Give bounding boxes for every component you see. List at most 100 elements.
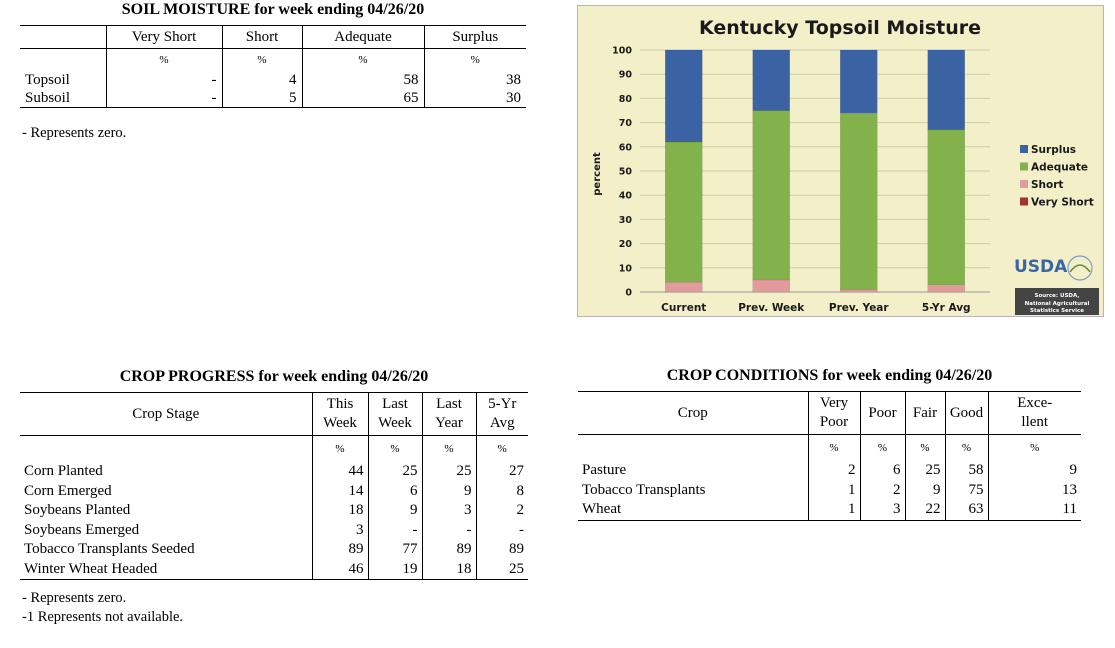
source-line: National Agricultural [1025, 301, 1090, 307]
table-row: Winter Wheat Headed 46 19 18 25 [20, 559, 528, 580]
cell: 6 [859, 461, 905, 481]
legend-label: Surplus [1031, 144, 1076, 156]
cell: 63 [944, 500, 988, 521]
x-category-label: Prev. Year [829, 302, 889, 314]
chart-svg: Kentucky Topsoil Moisture 0 10 20 30 40 50 60 7… [592, 17, 1099, 315]
cell: 38 [423, 71, 526, 89]
cell: - [421, 520, 476, 540]
table-row: Pasture 2 6 25 58 9 [578, 461, 1081, 481]
cell: 13 [987, 480, 1081, 500]
cell: 25 [421, 462, 476, 482]
y-tick-label: 0 [625, 288, 632, 299]
cell: 2 [859, 480, 905, 500]
usda-logo-text: USDA [1014, 257, 1068, 277]
cell: 27 [475, 462, 528, 482]
row-label: Tobacco Transplants [582, 481, 706, 498]
col-very-poor: Very Poor [807, 391, 860, 435]
cell: 18 [421, 559, 476, 580]
crop-conditions-table: Crop Very Poor Poor Fair Good Exce-llent … [578, 391, 1081, 521]
bar-segment-adequate [840, 112, 878, 290]
bar-segment-surplus [840, 49, 878, 114]
y-axis-label: percent [592, 152, 603, 196]
unit: % [987, 434, 1081, 461]
y-tick-label: 50 [619, 167, 633, 178]
col-last-year: Last Year [421, 392, 476, 436]
unit-blank [20, 436, 312, 463]
legend-swatch [1020, 145, 1028, 153]
cell: 1 [807, 480, 860, 500]
col-poor: Poor [859, 391, 905, 435]
unit: % [807, 434, 860, 461]
cell: 77 [367, 540, 422, 560]
cell: 44 [311, 462, 368, 482]
bar-segment-adequate [927, 129, 965, 285]
bar-segment-surplus [752, 49, 790, 111]
row-label: Winter Wheat Headed [20, 559, 312, 580]
soil-moisture-title: SOIL MOISTURE for week ending 04/26/20 [121, 1, 425, 18]
legend-swatch [1020, 180, 1028, 188]
table-row: Topsoil - 4 58 38 [20, 71, 526, 89]
cell: 75 [944, 480, 988, 500]
legend-swatch [1020, 197, 1028, 206]
crop-progress-table: Crop Stage This Week Last Week Last Year 5-… [20, 392, 528, 580]
x-category-label: Current [661, 302, 706, 314]
row-label: Soybeans Planted [24, 502, 131, 519]
cell: 9 [421, 481, 476, 501]
cell: - [367, 520, 422, 540]
table-row: Subsoil - 5 65 30 [20, 89, 526, 108]
table-row: Tobacco Transplants 1 2 9 75 13 [578, 480, 1081, 500]
cell: 2 [475, 501, 528, 521]
cell: 89 [421, 540, 476, 560]
cell: 89 [311, 540, 368, 560]
unit-blank [578, 435, 808, 462]
legend-label: Adequate [1031, 162, 1088, 174]
crop-header: Crop [578, 391, 808, 435]
legend-label: Short [1031, 179, 1063, 191]
soil-unit: % [301, 48, 424, 71]
cell: 22 [904, 500, 945, 521]
crop-progress-title: CROP PROGRESS for week ending 04/26/20 [119, 368, 429, 385]
soil-col-short: Short [221, 25, 302, 49]
y-tick-label: 90 [619, 70, 633, 81]
soil-unit: % [221, 48, 302, 71]
unit: % [944, 434, 988, 461]
usda-seal-icon [1067, 255, 1093, 281]
soil-col-adequate: Adequate [301, 25, 424, 49]
table-row: Corn Emerged 14 6 9 8 [20, 481, 528, 501]
bar-segment-short [927, 284, 965, 293]
bar-segment-short [665, 282, 703, 293]
table-row: Corn Planted 44 25 25 27 [20, 462, 528, 482]
cell: 3 [421, 501, 476, 521]
cell: 25 [475, 559, 528, 580]
table-row: Soybeans Emerged 3 - - - [20, 520, 528, 540]
cell: 25 [904, 461, 945, 481]
bar-segment-short [752, 279, 790, 293]
cell: 1 [807, 500, 860, 521]
row-label: Wheat [578, 500, 808, 521]
row-label: Corn Emerged [24, 482, 112, 499]
col-good: Good [944, 391, 988, 435]
col-excellent: Exce-llent [987, 391, 1081, 435]
row-label: Pasture [582, 462, 627, 479]
x-category-label: 5-Yr Avg [922, 302, 971, 314]
y-tick-label: 60 [619, 142, 633, 153]
cell: 11 [987, 500, 1081, 521]
table-row: Tobacco Transplants Seeded 89 77 89 89 [20, 540, 528, 560]
crop-stage-header: Crop Stage [20, 392, 312, 436]
cell: 3 [859, 500, 905, 521]
cell: 9 [904, 480, 945, 500]
row-label: Subsoil [20, 89, 106, 108]
row-label: Corn Planted [24, 463, 103, 480]
soil-footnote: - Represents zero. [22, 125, 127, 141]
cell: 9 [367, 501, 422, 521]
cell: - [475, 520, 528, 540]
cell: 65 [301, 89, 424, 108]
bar-segment-surplus [665, 49, 703, 143]
cell: 46 [311, 559, 368, 580]
cell: 8 [475, 481, 528, 501]
cell: 19 [367, 559, 422, 580]
cell: 18 [311, 501, 368, 521]
y-tick-label: 40 [619, 191, 633, 202]
y-tick-label: 20 [619, 239, 633, 250]
cell: 58 [944, 461, 988, 481]
